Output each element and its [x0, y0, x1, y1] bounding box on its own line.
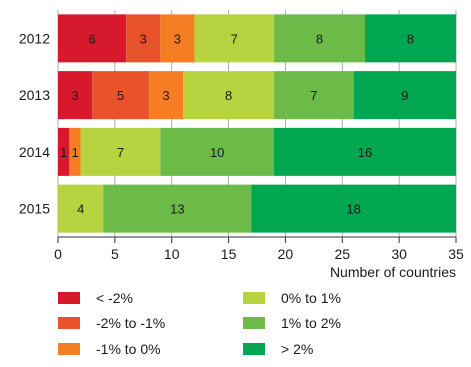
data-label: 1 — [60, 145, 67, 160]
x-tick-label: 5 — [111, 246, 119, 262]
y-tick-label: 2012 — [19, 30, 50, 46]
bar-segment — [183, 71, 275, 120]
x-tick-label: 15 — [221, 246, 237, 262]
x-tick-label: 35 — [448, 246, 464, 262]
bar-segment — [353, 71, 456, 120]
data-label: 7 — [117, 145, 124, 160]
data-label: 3 — [174, 31, 181, 46]
data-label: 8 — [225, 88, 232, 103]
data-label: 7 — [310, 88, 317, 103]
data-label: 7 — [231, 31, 238, 46]
bar-segment — [58, 184, 104, 233]
bar-segment — [69, 127, 81, 176]
bar-segment — [274, 14, 366, 63]
x-tick-label: 30 — [391, 246, 407, 262]
bar-segment — [274, 71, 354, 120]
data-label: 6 — [88, 31, 95, 46]
data-label: 4 — [77, 202, 84, 217]
data-label: 10 — [210, 145, 224, 160]
data-label: 18 — [346, 202, 360, 217]
bar-segment — [274, 127, 456, 176]
y-tick-label: 2014 — [19, 144, 50, 160]
data-label: 3 — [140, 31, 147, 46]
bar-segment — [251, 184, 456, 233]
data-label: 16 — [358, 145, 372, 160]
x-tick-label: 10 — [164, 246, 180, 262]
bar-segment — [58, 14, 127, 63]
data-label: 3 — [71, 88, 78, 103]
bar-segment — [58, 71, 93, 120]
data-label: 8 — [407, 31, 414, 46]
bar-segment — [365, 14, 456, 63]
y-tick-label: 2015 — [19, 201, 50, 217]
bar-segment — [194, 14, 275, 63]
y-tick-label: 2013 — [19, 87, 50, 103]
bars: 6 3 3 7 8 8 3 5 3 8 7 9 1 1 7 10 16 4 13 18 — [58, 14, 456, 233]
data-label: 1 — [71, 145, 78, 160]
bar-segment — [148, 71, 184, 120]
data-label: 13 — [170, 202, 184, 217]
bar-segment — [160, 127, 275, 176]
x-tick-label: 25 — [334, 246, 350, 262]
x-tick-label: 0 — [54, 246, 62, 262]
x-tick-label: 20 — [278, 246, 294, 262]
bar-segment — [103, 184, 252, 233]
data-label: 3 — [162, 88, 169, 103]
data-label: 5 — [117, 88, 124, 103]
bar-segment — [126, 14, 161, 63]
bar-segment — [80, 127, 161, 176]
x-axis-label: Number of countries — [330, 264, 456, 280]
bar-segment — [58, 127, 70, 176]
data-label: 9 — [401, 88, 408, 103]
bar-segment — [160, 14, 195, 63]
bar-segment — [92, 71, 149, 120]
data-label: 8 — [316, 31, 323, 46]
